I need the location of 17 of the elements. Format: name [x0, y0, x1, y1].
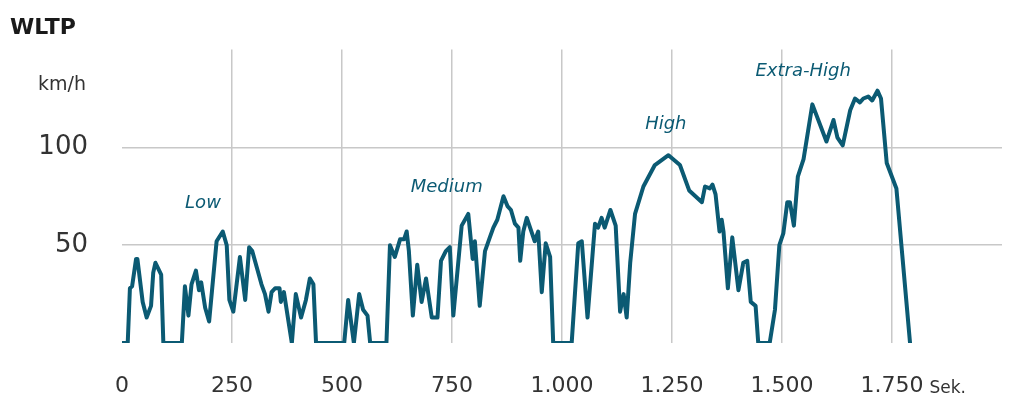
- annotation: High: [645, 111, 687, 133]
- x-tick-label: 0: [115, 371, 129, 397]
- x-axis-title: Sek.: [929, 377, 966, 397]
- annotation: Medium: [410, 174, 483, 196]
- x-tick-label: 1.250: [640, 371, 704, 397]
- chart-title: WLTP: [10, 14, 76, 39]
- y-tick-label: 50: [54, 227, 88, 258]
- x-tick-label: 500: [321, 371, 363, 397]
- annotation: Low: [185, 191, 222, 213]
- y-axis-title: km/h: [38, 72, 86, 94]
- x-tick-label: 1.750: [860, 371, 924, 397]
- x-tick-label: 1.500: [750, 371, 814, 397]
- x-tick-label: 1.000: [530, 371, 594, 397]
- x-tick-label: 250: [211, 371, 253, 397]
- y-tick-label: 100: [38, 130, 88, 161]
- x-tick-label: 750: [431, 371, 473, 397]
- annotation: Extra-High: [755, 59, 851, 81]
